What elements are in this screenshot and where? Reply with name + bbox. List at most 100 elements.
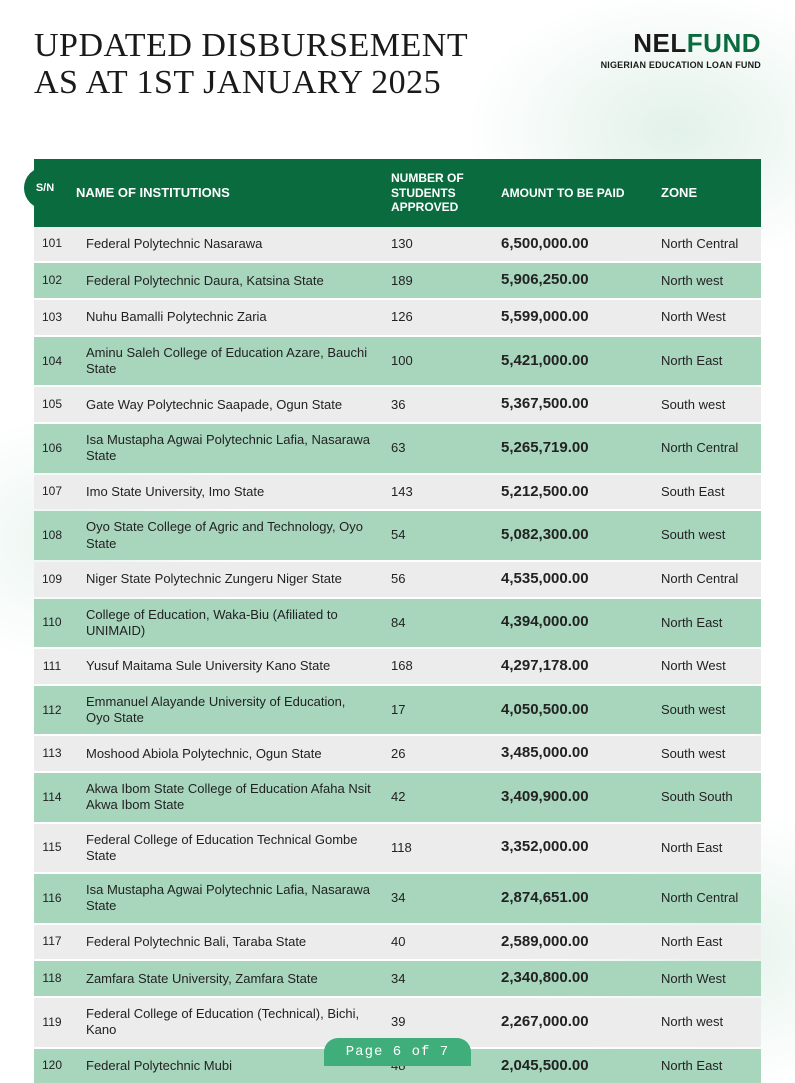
cell-amt: 5,599,000.00 — [491, 300, 651, 335]
cell-zone: South west — [651, 686, 761, 735]
table-row: 103Nuhu Bamalli Polytechnic Zaria1265,59… — [34, 300, 761, 335]
cell-num: 168 — [381, 649, 491, 684]
cell-zone: South west — [651, 387, 761, 422]
cell-name: Zamfara State University, Zamfara State — [76, 961, 381, 996]
cell-zone: North west — [651, 263, 761, 298]
cell-sn: 114 — [34, 773, 76, 822]
cell-zone: North West — [651, 300, 761, 335]
footer: Page 6 of 7 — [0, 1038, 795, 1066]
cell-zone: South west — [651, 736, 761, 771]
cell-num: 36 — [381, 387, 491, 422]
cell-name: Aminu Saleh College of Education Azare, … — [76, 337, 381, 386]
cell-num: 54 — [381, 511, 491, 560]
table-row: 116Isa Mustapha Agwai Polytechnic Lafia,… — [34, 874, 761, 923]
cell-name: Nuhu Bamalli Polytechnic Zaria — [76, 300, 381, 335]
cell-zone: North Central — [651, 424, 761, 473]
cell-sn: 105 — [34, 387, 76, 422]
table-row: 106Isa Mustapha Agwai Polytechnic Lafia,… — [34, 424, 761, 473]
page-title: UPDATED DISBURSEMENT AS AT 1ST JANUARY 2… — [34, 28, 468, 101]
logo-subtitle: NIGERIAN EDUCATION LOAN FUND — [601, 60, 761, 70]
cell-amt: 4,297,178.00 — [491, 649, 651, 684]
cell-num: 34 — [381, 961, 491, 996]
cell-sn: 112 — [34, 686, 76, 735]
logo-wordmark: NELFUND — [601, 28, 761, 59]
cell-zone: North Central — [651, 562, 761, 597]
table-row: 104Aminu Saleh College of Education Azar… — [34, 337, 761, 386]
cell-name: Isa Mustapha Agwai Polytechnic Lafia, Na… — [76, 874, 381, 923]
cell-name: Isa Mustapha Agwai Polytechnic Lafia, Na… — [76, 424, 381, 473]
cell-amt: 5,082,300.00 — [491, 511, 651, 560]
logo: NELFUND NIGERIAN EDUCATION LOAN FUND — [601, 28, 761, 70]
cell-name: Moshood Abiola Polytechnic, Ogun State — [76, 736, 381, 771]
cell-name: Yusuf Maitama Sule University Kano State — [76, 649, 381, 684]
table-row: 111Yusuf Maitama Sule University Kano St… — [34, 649, 761, 684]
cell-zone: North East — [651, 337, 761, 386]
cell-amt: 2,589,000.00 — [491, 925, 651, 960]
cell-name: Emmanuel Alayande University of Educatio… — [76, 686, 381, 735]
cell-zone: South South — [651, 773, 761, 822]
cell-sn: 118 — [34, 961, 76, 996]
cell-name: Federal Polytechnic Bali, Taraba State — [76, 925, 381, 960]
cell-sn: 101 — [34, 227, 76, 262]
table-row: 109Niger State Polytechnic Zungeru Niger… — [34, 562, 761, 597]
logo-part-1: NEL — [633, 28, 687, 58]
table-header: S/N NAME OF INSTITUTIONS NUMBER OF STUDE… — [34, 159, 761, 226]
header: UPDATED DISBURSEMENT AS AT 1ST JANUARY 2… — [34, 28, 761, 101]
title-line-2: AS AT 1ST JANUARY 2025 — [34, 65, 468, 102]
cell-sn: 103 — [34, 300, 76, 335]
title-line-1: UPDATED DISBURSEMENT — [34, 28, 468, 65]
cell-zone: North West — [651, 649, 761, 684]
table-row: 108Oyo State College of Agric and Techno… — [34, 511, 761, 560]
table-row: 115Federal College of Education Technica… — [34, 824, 761, 873]
table-row: 107Imo State University, Imo State1435,2… — [34, 475, 761, 510]
cell-sn: 116 — [34, 874, 76, 923]
cell-num: 118 — [381, 824, 491, 873]
cell-name: Federal Polytechnic Daura, Katsina State — [76, 263, 381, 298]
col-header-sn: S/N — [24, 167, 66, 209]
table-row: 114Akwa Ibom State College of Education … — [34, 773, 761, 822]
cell-zone: North Central — [651, 874, 761, 923]
cell-zone: North East — [651, 925, 761, 960]
cell-name: Federal College of Education Technical G… — [76, 824, 381, 873]
cell-sn: 111 — [34, 649, 76, 684]
page-content: UPDATED DISBURSEMENT AS AT 1ST JANUARY 2… — [0, 0, 795, 1083]
cell-num: 56 — [381, 562, 491, 597]
cell-num: 100 — [381, 337, 491, 386]
cell-num: 130 — [381, 227, 491, 262]
cell-name: Gate Way Polytechnic Saapade, Ogun State — [76, 387, 381, 422]
table-row: 113Moshood Abiola Polytechnic, Ogun Stat… — [34, 736, 761, 771]
table-row: 112Emmanuel Alayande University of Educa… — [34, 686, 761, 735]
col-header-name: NAME OF INSTITUTIONS — [66, 159, 381, 226]
cell-sn: 117 — [34, 925, 76, 960]
cell-num: 63 — [381, 424, 491, 473]
cell-amt: 6,500,000.00 — [491, 227, 651, 262]
table-row: 102Federal Polytechnic Daura, Katsina St… — [34, 263, 761, 298]
cell-sn: 107 — [34, 475, 76, 510]
cell-num: 26 — [381, 736, 491, 771]
cell-zone: North East — [651, 599, 761, 648]
cell-amt: 3,352,000.00 — [491, 824, 651, 873]
cell-sn: 110 — [34, 599, 76, 648]
table-row: 105Gate Way Polytechnic Saapade, Ogun St… — [34, 387, 761, 422]
cell-name: Imo State University, Imo State — [76, 475, 381, 510]
cell-amt: 5,367,500.00 — [491, 387, 651, 422]
cell-amt: 4,050,500.00 — [491, 686, 651, 735]
cell-sn: 109 — [34, 562, 76, 597]
cell-sn: 106 — [34, 424, 76, 473]
cell-name: College of Education, Waka-Biu (Afiliate… — [76, 599, 381, 648]
col-header-zone: ZONE — [651, 159, 761, 226]
cell-num: 40 — [381, 925, 491, 960]
cell-amt: 5,265,719.00 — [491, 424, 651, 473]
table-row: 101Federal Polytechnic Nasarawa1306,500,… — [34, 227, 761, 262]
cell-sn: 113 — [34, 736, 76, 771]
cell-amt: 2,340,800.00 — [491, 961, 651, 996]
col-header-amt: AMOUNT TO BE PAID — [491, 159, 651, 226]
disbursement-table: S/N NAME OF INSTITUTIONS NUMBER OF STUDE… — [34, 159, 761, 1083]
cell-num: 42 — [381, 773, 491, 822]
cell-sn: 102 — [34, 263, 76, 298]
table-row: 118Zamfara State University, Zamfara Sta… — [34, 961, 761, 996]
logo-part-2: FUND — [687, 28, 761, 58]
cell-sn: 104 — [34, 337, 76, 386]
cell-num: 17 — [381, 686, 491, 735]
cell-name: Oyo State College of Agric and Technolog… — [76, 511, 381, 560]
